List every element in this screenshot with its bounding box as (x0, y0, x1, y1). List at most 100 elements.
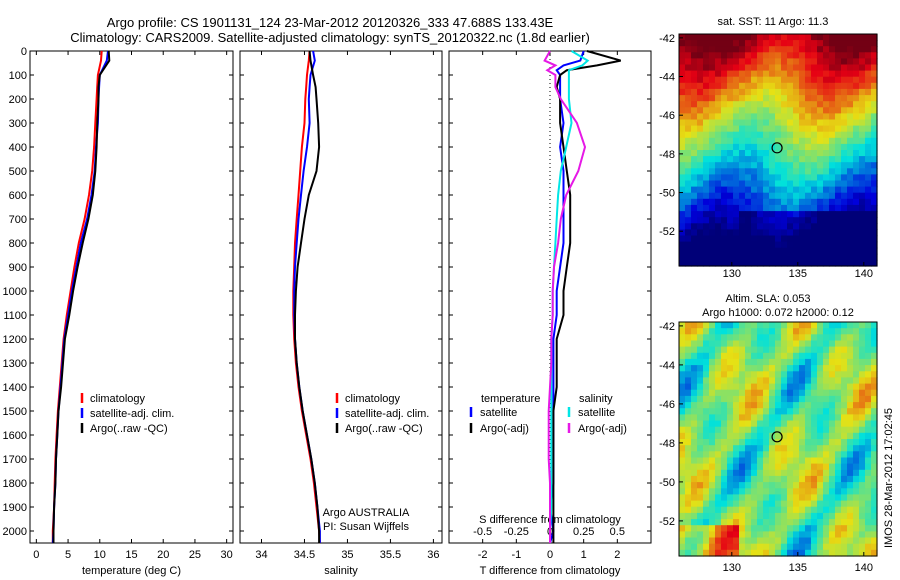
sst_map-cell (751, 143, 758, 151)
sst_map-cell (775, 156, 782, 163)
sla_map-cell (697, 408, 704, 415)
sla_map-cell (853, 408, 860, 415)
sst_map-cell (787, 113, 794, 121)
sla_map-cell (859, 352, 866, 360)
sla_map-cell (703, 500, 710, 508)
sla_map-cell (691, 383, 698, 391)
sst_map-cell (775, 174, 782, 182)
sla_map-cell (871, 512, 878, 520)
sla_map-cell (697, 543, 704, 551)
sst_map-cell (799, 259, 806, 267)
sla_map-cell (817, 469, 824, 477)
sst_map-cell (871, 192, 878, 200)
sla_map-cell (691, 334, 698, 342)
sla_map-cell (691, 432, 698, 440)
sla_map-cell (691, 426, 698, 434)
sla_map-cell (817, 549, 824, 557)
sla_map-cell (691, 451, 698, 459)
sst_map-cell (715, 186, 722, 194)
sla_map-cell (751, 543, 758, 551)
sst_map-cell (697, 192, 704, 200)
sst_map-cell (847, 52, 854, 59)
sla_map-cell (751, 383, 758, 391)
sst_map-cell (721, 107, 728, 114)
temperature-xtick-label: 0 (33, 549, 39, 561)
sla_map-cell (793, 494, 800, 502)
sst_map-cell (799, 192, 806, 200)
sst_map-cell (727, 217, 734, 224)
sst_map-cell (781, 58, 788, 66)
sst_map-cell (751, 204, 758, 212)
sla_map-cell (799, 322, 806, 329)
sst_map-cell (757, 247, 764, 255)
sst_map-title: sat. SST: 11 Argo: 11.3 (718, 16, 829, 28)
sla_map-cell (817, 494, 824, 502)
sla_map-cell (721, 439, 728, 446)
temperature-ytick-label: 1900 (3, 502, 27, 514)
sla_map-cell (739, 389, 746, 397)
sla_map-cell (829, 328, 836, 335)
sla_map-cell (691, 482, 698, 489)
sla_map-cell (757, 420, 764, 428)
sst_map-cell (703, 125, 710, 133)
sst_map-cell (859, 34, 866, 41)
sst_map-cell (721, 88, 728, 96)
sla_map-cell (709, 365, 716, 372)
sst_map-cell (721, 247, 728, 255)
sla_map-cell (835, 537, 842, 545)
sst_map-cell (793, 198, 800, 206)
sst_map-cell (781, 143, 788, 151)
sst_map-cell (691, 180, 698, 188)
sla_map-cell (817, 432, 824, 440)
sst_map-cell (787, 107, 794, 114)
sla_map-cell (817, 500, 824, 508)
sst_map-cell (817, 253, 824, 261)
sst_map-cell (799, 247, 806, 255)
sst_map-cell (685, 40, 692, 47)
sla_map-cell (865, 408, 872, 415)
sla_map-cell (733, 506, 740, 514)
sst_map-cell (841, 137, 848, 145)
sla_map-cell (781, 469, 788, 477)
sst_map-cell (685, 46, 692, 53)
sla_map-cell (835, 494, 842, 502)
sst_map-cell (763, 229, 770, 237)
sst_map-cell (691, 150, 698, 157)
sst_map-cell (787, 259, 794, 267)
sla_map-cell (859, 488, 866, 496)
sst_map-cell (745, 229, 752, 237)
sla_map-cell (751, 365, 758, 372)
sst_map-cell (805, 174, 812, 182)
sst_map-cell (697, 119, 704, 127)
sla_map-cell (727, 543, 734, 551)
sla_map-cell (721, 383, 728, 391)
sst_map-cell (817, 143, 824, 151)
sst_map-cell (733, 34, 740, 41)
sst_map-cell (703, 162, 710, 169)
temperature-plot-frame (29, 50, 234, 544)
sla_map-cell (709, 482, 716, 489)
sla_map-cell (745, 432, 752, 440)
sst_map-cell (871, 247, 878, 255)
sst_map-cell (787, 137, 794, 145)
sst_map-cell (817, 131, 824, 139)
sst_map-cell (709, 76, 716, 84)
sst_map-cell (757, 229, 764, 237)
sla_map-cell (865, 365, 872, 372)
sst_map-cell (793, 150, 800, 157)
sst_map-cell (865, 198, 872, 206)
sst_map-cell (823, 76, 830, 84)
sla_map-cell (841, 340, 848, 348)
sst_map-cell (703, 192, 710, 200)
sst_map-cell (805, 70, 812, 78)
sst_map-cell (781, 198, 788, 206)
sla_map-cell (811, 420, 818, 428)
sst_map-cell (733, 143, 740, 151)
sst_map-cell (799, 119, 806, 127)
sst_map-cell (793, 162, 800, 169)
sst_map-cell (799, 58, 806, 66)
sla_map-cell (733, 322, 740, 329)
sla_map-cell (817, 537, 824, 545)
sst_map-cell (703, 229, 710, 237)
sla_map-cell (829, 383, 836, 391)
